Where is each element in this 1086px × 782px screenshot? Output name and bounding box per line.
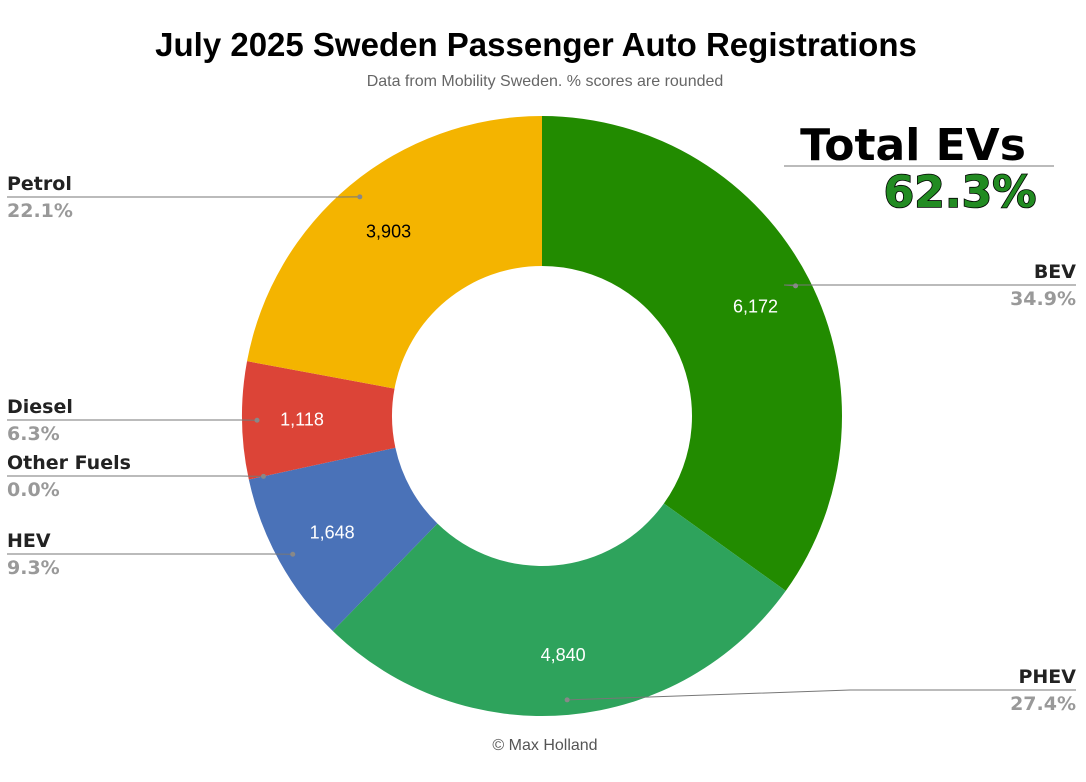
value-label-bev: 6,172 (733, 296, 778, 316)
legend-percent-petrol: 22.1% (7, 200, 73, 222)
legend-name-phev: PHEV (1018, 666, 1076, 688)
legend-name-diesel: Diesel (7, 396, 73, 418)
slice-phev (332, 503, 786, 716)
leader-dot-phev (564, 697, 570, 703)
leader-dot-diesel (254, 417, 260, 423)
legend-name-other-fuels: Other Fuels (7, 452, 131, 474)
value-label-hev: 1,648 (310, 522, 355, 542)
legend-name-hev: HEV (7, 530, 51, 552)
legend-percent-bev: 34.9% (1010, 288, 1076, 310)
slice-petrol (247, 116, 542, 389)
slice-value-labels: 6,172 4,840 1,648 1,118 3,903 (280, 221, 778, 665)
slice-diesel (242, 361, 396, 480)
leader-dot-petrol (357, 194, 363, 200)
leader-dot-other-fuels (260, 473, 266, 479)
value-label-petrol: 3,903 (366, 221, 411, 241)
legend-percent-diesel: 6.3% (7, 423, 60, 445)
legend-percent-phev: 27.4% (1010, 693, 1076, 715)
total-evs-value: 62.3% (884, 167, 1037, 218)
legend-name-bev: BEV (1034, 261, 1076, 283)
leader-dot-bev (793, 283, 799, 289)
credit-text: © Max Holland (492, 737, 597, 754)
slice-hev (248, 447, 438, 632)
slice-legend-labels: BEV 34.9% PHEV 27.4% HEV 9.3% Other Fuels 0.0% D… (7, 173, 1076, 715)
legend-percent-other-fuels: 0.0% (7, 479, 60, 501)
value-label-phev: 4,840 (541, 645, 586, 665)
legend-name-petrol: Petrol (7, 173, 72, 195)
legend-percent-hev: 9.3% (7, 557, 60, 579)
total-evs-annotation: Total EVs 62.3% (784, 120, 1054, 219)
slice-bev (542, 116, 842, 591)
leader-line-bev (783, 284, 1076, 287)
leader-line-phev (567, 689, 1076, 701)
chart-title: July 2025 Sweden Passenger Auto Registra… (155, 26, 917, 63)
leader-dot-hev (290, 551, 296, 557)
value-label-diesel: 1,118 (280, 410, 324, 430)
donut-slices (242, 116, 842, 716)
chart-subtitle: Data from Mobility Sweden. % scores are … (367, 73, 724, 90)
total-evs-label: Total EVs (800, 120, 1026, 171)
